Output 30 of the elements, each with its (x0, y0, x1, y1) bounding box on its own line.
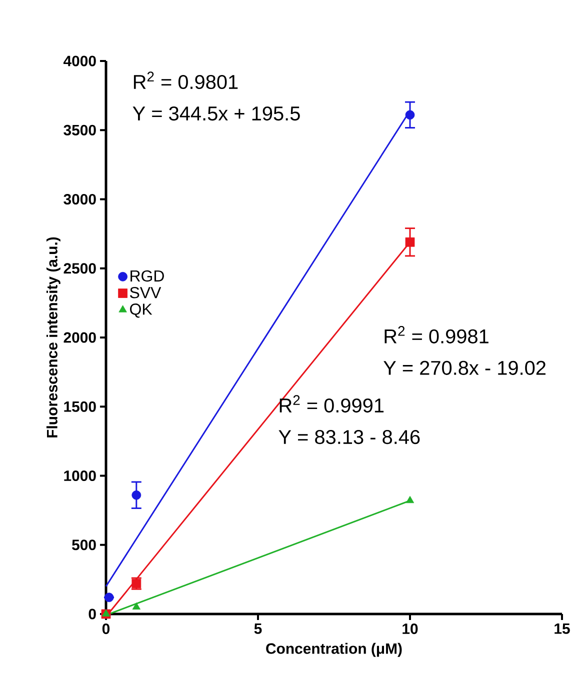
legend-label: QK (130, 304, 152, 318)
y-tick-label: 2500 (64, 263, 96, 274)
x-axis-title: Concentration (μM) (266, 642, 402, 657)
y-tick-label: 3000 (64, 194, 96, 205)
y-tick-label: 1500 (64, 401, 96, 412)
annotation: R$^{2}$ = 0.9981 (384, 326, 488, 344)
point (132, 490, 142, 500)
x-tick-label: 0 (102, 623, 110, 634)
annotation: R$^{2}$ = 0.9801 (134, 72, 238, 90)
x-tick-label: 10 (402, 623, 418, 634)
annotation: Y = 270.8x - 19.02 (384, 360, 546, 375)
y-tick-label: 500 (72, 540, 96, 550)
legend-label: RGD (130, 270, 164, 282)
y-tick-label: 3500 (64, 124, 96, 136)
y-axis-title: Fluorescence intensity (a.u.) (46, 237, 60, 438)
point (104, 592, 114, 602)
x-tick-label: 5 (254, 624, 262, 634)
y-tick-label: 0 (88, 608, 96, 620)
legend-label: SVV (130, 286, 162, 298)
x-tick-label: 15 (554, 624, 570, 634)
y-tick-label: 1000 (64, 470, 96, 482)
point (405, 237, 415, 247)
y-tick-label: 2000 (64, 332, 96, 343)
y-tick-label: 4000 (63, 56, 96, 66)
point (132, 602, 140, 610)
point (406, 496, 414, 504)
annotation: Y = 344.5x + 195.5 (132, 106, 300, 121)
annotation: Y = 83.13 - 8.46 (278, 430, 420, 444)
point (405, 110, 415, 120)
annotation: R$^{2}$ = 0.9991 (280, 395, 384, 413)
